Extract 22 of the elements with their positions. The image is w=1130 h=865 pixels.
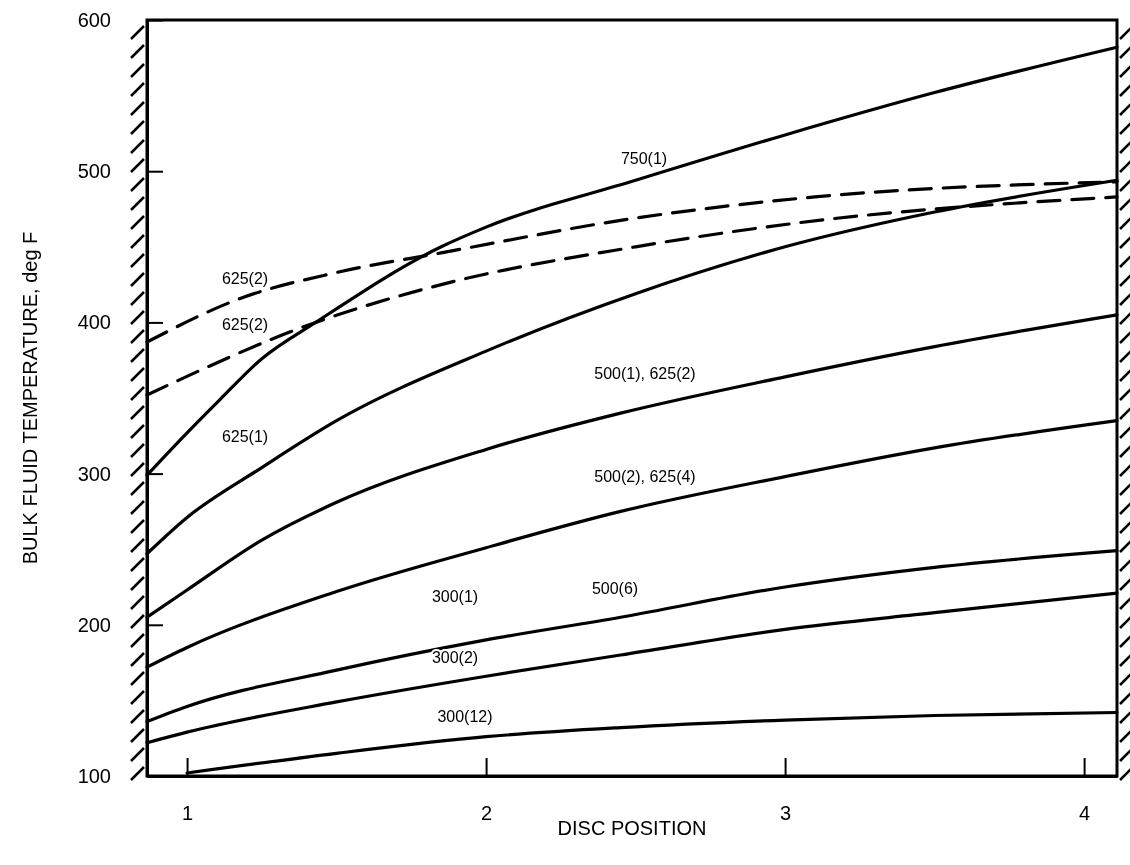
x-tick-label: 4 (1079, 802, 1091, 825)
annotation: 500(6) (591, 580, 639, 598)
annotation: 625(1) (221, 428, 269, 446)
x-tick-label: 3 (780, 802, 792, 825)
y-tick-label: 400 (77, 311, 111, 334)
y-tick-label: 600 (77, 8, 111, 31)
y-tick-label: 200 (77, 613, 111, 636)
y-tick-label: 300 (77, 462, 111, 485)
annotation: 500(2), 625(4) (594, 468, 696, 486)
annotation: 625(2) (221, 270, 269, 288)
annotation: 300(2) (431, 649, 479, 667)
annotation: 625(2) (221, 316, 269, 334)
annotation: 750(1) (620, 150, 668, 168)
x-tick-label: 1 (182, 802, 194, 825)
annotation: 500(1), 625(2) (594, 365, 696, 383)
x-axis-title: DISC POSITION (557, 817, 707, 839)
x-tick-label: 2 (481, 802, 493, 825)
y-axis-title: BULK FLUID TEMPERATURE, deg F (19, 231, 42, 565)
y-tick-label: 100 (77, 764, 111, 787)
y-tick-label: 500 (77, 160, 111, 183)
annotation: 300(12) (437, 708, 493, 726)
annotation: 300(1) (431, 588, 479, 606)
